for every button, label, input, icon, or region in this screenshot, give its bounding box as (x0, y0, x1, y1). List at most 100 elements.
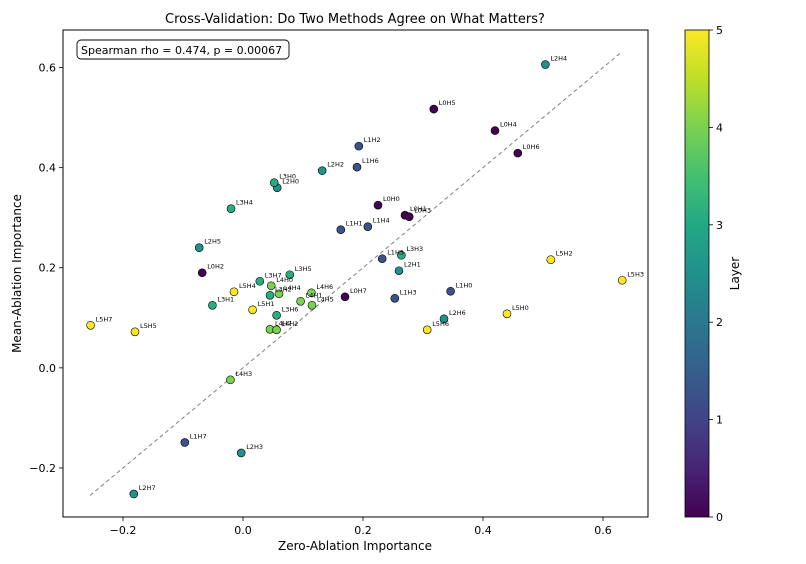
point-label-l5h5: L5H5 (140, 322, 157, 330)
data-point-l1h6 (352, 162, 362, 172)
data-point-l3h0 (269, 178, 279, 187)
colorbar-tick-label: 5 (716, 24, 723, 37)
data-point-l4h0 (266, 281, 276, 291)
point-label-l4h5: L4H5 (317, 295, 334, 303)
point-label-l1h2: L1H2 (364, 136, 381, 144)
colorbar-tick-label: 3 (716, 219, 723, 232)
x-tick-label: −0.2 (110, 524, 137, 537)
point-label-l3h7: L3H7 (265, 271, 282, 279)
point-label-l4h6: L4H6 (316, 283, 333, 291)
data-point-l2h1 (394, 266, 404, 276)
point-label-l1h0: L1H0 (456, 281, 473, 289)
x-tick-label: 0.6 (594, 524, 612, 537)
colorbar-label: Layer (728, 257, 742, 291)
point-label-l3h5: L3H5 (295, 265, 312, 273)
data-point-l3h4 (226, 204, 236, 213)
point-label-l0h6: L0H6 (523, 143, 540, 151)
data-point-l0h2 (197, 268, 207, 278)
point-label-l2h1: L2H1 (404, 261, 421, 269)
plot-frame (62, 29, 649, 518)
data-point-l3h2 (265, 290, 275, 300)
reference-diagonal-line (89, 51, 623, 496)
data-point-l4h6 (307, 288, 316, 298)
data-point-l4h1 (296, 296, 305, 306)
y-tick-label: 0.4 (39, 162, 57, 175)
point-label-l2h2: L2H2 (327, 161, 344, 169)
data-point-l1h7 (180, 438, 190, 447)
point-label-l0h2: L0H2 (207, 263, 224, 271)
colorbar-tick-label: 0 (716, 511, 723, 524)
point-label-l1h3: L1H3 (400, 288, 417, 296)
data-point-l3h5 (285, 270, 295, 280)
y-tick-label: 0.0 (39, 362, 57, 375)
data-point-l5h7 (86, 321, 95, 330)
point-label-l1h7: L1H7 (190, 432, 207, 440)
data-point-l2h7 (129, 489, 139, 499)
y-tick-label: 0.6 (39, 62, 57, 75)
y-tick-label: −0.2 (29, 462, 56, 475)
point-label-l1h4: L1H4 (373, 217, 390, 225)
data-point-l4h2 (272, 325, 281, 335)
data-point-l5h1 (248, 305, 257, 315)
data-point-l5h5 (130, 327, 140, 337)
data-point-l0h4 (490, 126, 500, 135)
data-point-l4h4 (274, 289, 284, 299)
point-label-l5h7: L5H7 (96, 315, 113, 323)
data-point-l5h6 (422, 325, 432, 335)
data-point-l1h4 (363, 222, 373, 232)
data-point-l5h4 (229, 287, 239, 297)
data-point-l4h5 (307, 300, 317, 310)
data-point-l1h5 (377, 254, 387, 264)
point-label-l5h0: L5H0 (512, 304, 529, 312)
point-label-l4h1: L4H1 (306, 291, 323, 299)
point-label-l2h3: L2H3 (246, 443, 263, 451)
x-tick-label: 0.2 (354, 524, 372, 537)
chart-title: Cross-Validation: Do Two Methods Agree o… (165, 12, 545, 27)
point-label-l2h6: L2H6 (449, 309, 466, 317)
point-label-l3h3: L3H3 (406, 245, 423, 253)
data-point-l5h2 (546, 255, 556, 265)
data-point-l4h3 (226, 375, 235, 385)
data-point-l0h7 (340, 292, 350, 302)
data-point-l3h7 (255, 276, 265, 286)
point-label-l0h3: L0H3 (414, 207, 431, 215)
point-label-l0h4: L0H4 (500, 121, 517, 129)
data-point-l2h2 (317, 166, 327, 175)
y-tick-label: 0.2 (39, 262, 57, 275)
point-label-l3h2: L3H2 (275, 285, 292, 293)
point-label-l5h3: L5H3 (627, 270, 644, 278)
point-label-l0h1: L0H1 (410, 205, 427, 213)
stats-annotation-text: Spearman rho = 0.474, p = 0.00067 (81, 44, 282, 57)
data-point-l1h3 (390, 293, 400, 303)
colorbar: 0 1 2 3 4 5 Layer (684, 24, 742, 524)
x-tick-label: 0.0 (234, 524, 252, 537)
point-label-l4h7: L4H7 (275, 319, 292, 327)
point-label-l5h2: L5H2 (556, 250, 573, 258)
point-label-l5h6: L5H6 (432, 320, 449, 328)
point-label-l4h0: L4H0 (276, 276, 293, 284)
point-label-l0h0: L0H0 (383, 195, 400, 203)
data-point-l2h6 (439, 314, 449, 324)
point-label-l2h5: L2H5 (204, 238, 221, 246)
data-point-l3h1 (208, 300, 217, 310)
data-point-l1h0 (446, 286, 455, 296)
point-label-l1h6: L1H6 (362, 157, 379, 165)
data-point-l3h6 (272, 310, 281, 320)
stats-annotation-box (76, 39, 290, 60)
point-label-l5h1: L5H1 (258, 300, 275, 308)
data-point-l0h3 (404, 212, 414, 221)
x-axis-label: Zero-Ablation Importance (278, 539, 432, 553)
data-point-l2h5 (194, 243, 204, 253)
data-point-l0h0 (373, 200, 383, 210)
point-label-l2h7: L2H7 (139, 484, 156, 492)
x-tick-label: 0.4 (474, 524, 492, 537)
data-point-l0h5 (429, 104, 439, 114)
point-label-l3h4: L3H4 (236, 199, 253, 207)
data-point-l5h3 (617, 275, 627, 285)
point-label-l3h6: L3H6 (282, 305, 299, 313)
point-label-l3h1: L3H1 (217, 295, 234, 303)
stats-annotation: Spearman rho = 0.474, p = 0.00067 (76, 39, 290, 60)
y-axis-label: Mean-Ablation Importance (10, 194, 24, 353)
point-label-l4h4: L4H4 (284, 284, 301, 292)
point-label-l0h5: L0H5 (439, 99, 456, 107)
